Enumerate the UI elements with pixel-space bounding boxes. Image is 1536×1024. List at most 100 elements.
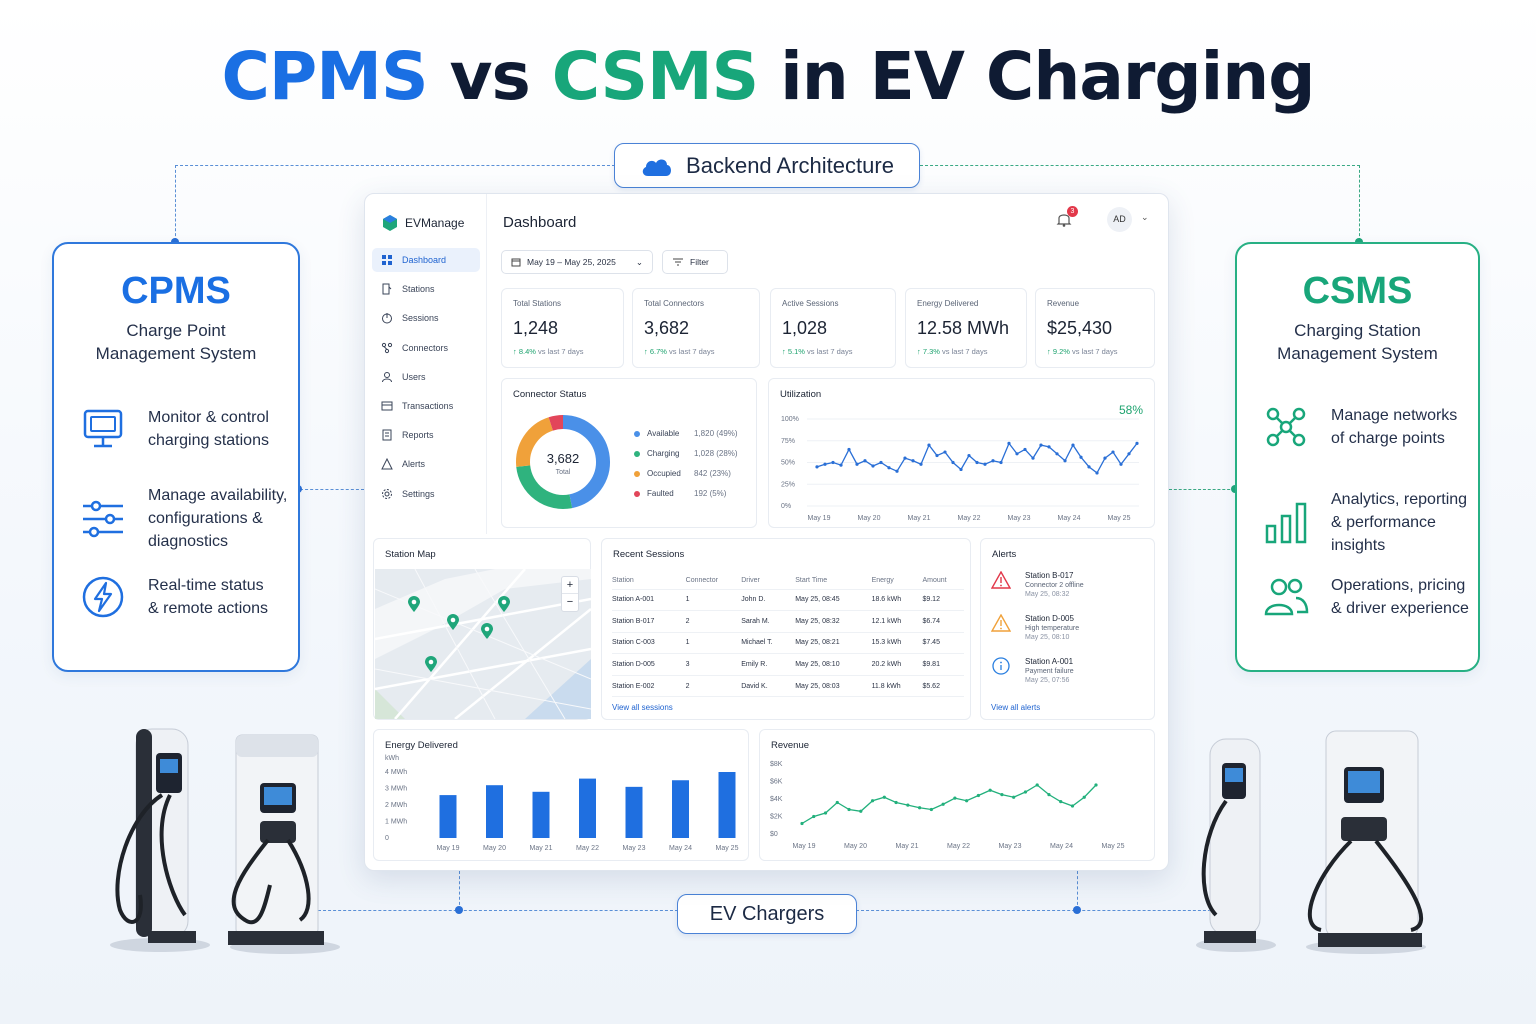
utilization-point [1095, 471, 1099, 475]
utilization-point [1039, 443, 1043, 447]
legend-dot [634, 430, 640, 437]
donut-total-label: Total [555, 469, 571, 476]
chevron-down-icon[interactable]: ⌄ [1141, 212, 1149, 222]
utilization-point [1135, 441, 1139, 445]
connector-line [300, 489, 364, 490]
utilization-point [1127, 452, 1131, 456]
x-tick-label: May 25 [716, 845, 739, 852]
x-tick-label: May 22 [947, 843, 970, 850]
legend-item: Occupied 842 (23%) [634, 469, 744, 478]
x-tick-label: May 22 [958, 515, 981, 522]
revenue-line-chart: $8K $6K $4K $2K $0 May 19 May 20 May 21 May 22 Ma… [770, 761, 1125, 850]
table-cell: May 25, 08:21 [795, 632, 872, 655]
sidebar-item-stations[interactable]: Stations [372, 277, 480, 301]
table-row[interactable]: Station D-005 3 Emily R. May 25, 08:10 20.2 … [612, 653, 964, 676]
evmanage-logo-icon [383, 215, 397, 231]
utilization-point [1031, 456, 1035, 460]
table-row[interactable]: Station A-001 1 John D. May 25, 08:45 18.6 k… [612, 589, 964, 612]
filter-button[interactable]: Filter [662, 250, 728, 274]
sidebar-item-transactions[interactable]: Transactions [372, 394, 480, 418]
x-tick-label: May 19 [793, 843, 816, 850]
donut-slice-charging [516, 465, 573, 509]
table-cell: 18.6 kWh [871, 589, 923, 612]
cpms-subtitle: Charge Point Management System [95, 321, 257, 363]
station-map[interactable] [375, 569, 591, 719]
donut-slice-available [562, 415, 610, 509]
table-cell: Station D-005 [612, 653, 686, 676]
y-tick-label: 75% [781, 438, 795, 445]
map-pin-icon[interactable] [408, 596, 420, 612]
cpms-feature-realtime: Real-time status & remote actions [80, 574, 268, 620]
map-pin-icon[interactable] [481, 623, 493, 639]
sidebar-item-sessions[interactable]: Sessions [372, 306, 480, 330]
table-cell: Station A-001 [612, 589, 686, 612]
revenue-point [1023, 790, 1028, 794]
energy-unit: kWh [385, 755, 399, 762]
y-tick-label: 0 [385, 835, 389, 842]
sidebar-item-connectors[interactable]: Connectors [372, 336, 480, 360]
sidebar-item-label: Alerts [402, 459, 426, 470]
y-tick-label: $2K [770, 814, 783, 821]
utilization-point [983, 462, 987, 466]
utilization-point [959, 467, 963, 472]
sidebar-item-settings[interactable]: Settings [372, 482, 480, 506]
kpi-delta: ↑ 6.7% vs last 7 days [644, 347, 748, 356]
avatar[interactable]: AD [1107, 207, 1132, 232]
table-cell: David K. [741, 675, 796, 698]
alert-item[interactable]: Station A-001 Payment failure May 25, 07:5… [991, 657, 1074, 684]
legend-label: Available [647, 429, 680, 438]
table-row[interactable]: Station B-017 2 Sarah M. May 25, 08:32 12.1 … [612, 610, 964, 633]
table-cell: $6.74 [922, 610, 964, 633]
utilization-point [847, 447, 851, 452]
sidebar-item-users[interactable]: Users [372, 365, 480, 389]
map-pin-icon[interactable] [447, 614, 459, 630]
y-tick-label: 50% [781, 460, 795, 467]
station-icon [382, 283, 392, 295]
sidebar-item-reports[interactable]: Reports [372, 423, 480, 447]
connector-line [856, 910, 1216, 911]
sidebar-item-dashboard[interactable]: Dashboard [372, 248, 480, 272]
table-cell: 1 [685, 632, 742, 655]
date-range-select[interactable]: May 19 – May 25, 2025 ⌄ [501, 250, 653, 274]
kpi-card: Total Stations 1,248 ↑ 8.4% vs last 7 days [501, 288, 624, 368]
utilization-point [1063, 459, 1067, 463]
info-icon [992, 657, 1010, 675]
brand[interactable]: EVManage [381, 214, 464, 232]
revenue-panel: Revenue $8K $6K $4K $2K $0 May 19 May 20 May 21… [759, 729, 1155, 861]
view-all-sessions-link[interactable]: View all sessions [612, 703, 673, 712]
zoom-out-button[interactable]: − [566, 596, 574, 608]
gear-icon [382, 488, 392, 499]
kpi-label: Total Connectors [644, 299, 705, 308]
sidebar-item-alerts[interactable]: Alerts [372, 452, 480, 476]
map-pin-icon[interactable] [498, 596, 510, 612]
table-header: Driver [741, 573, 796, 590]
table-row[interactable]: Station C-003 1 Michael T. May 25, 08:21 15.… [612, 632, 964, 655]
table-row[interactable]: Station E-002 2 David K. May 25, 08:03 11.8 … [612, 675, 964, 698]
table-cell: Station C-003 [612, 632, 686, 655]
alert-item[interactable]: Station B-017 Connector 2 offline May 25, … [991, 571, 1084, 598]
power-icon [382, 313, 392, 324]
bell-icon[interactable] [1055, 210, 1073, 228]
legend-value: 842 (23%) [694, 469, 731, 478]
map-pin-icon[interactable] [425, 656, 437, 672]
x-tick-label: May 24 [1050, 843, 1073, 850]
x-tick-label: May 20 [858, 515, 881, 522]
arrow-up-icon: ↑ [917, 347, 923, 356]
kpi-label: Energy Delivered [917, 299, 979, 308]
donut-total: 3,682 [546, 451, 580, 466]
connector-status-panel: Connector Status 3,682 Total Available 1,… [501, 378, 757, 528]
alert-item[interactable]: Station D-005 High temperature May 25, 08:… [991, 614, 1079, 641]
kpi-value: 12.58 MWh [917, 318, 1010, 338]
sidebar-item-label: Reports [402, 430, 434, 441]
utilization-point [967, 453, 971, 458]
zoom-in-button[interactable]: + [562, 577, 578, 594]
connector-line [1077, 871, 1078, 910]
donut-slice-occupied [516, 417, 554, 467]
alerts-panel: Alerts Station B-017 Connector 2 offline M… [980, 538, 1155, 720]
table-header: Amount [922, 573, 964, 590]
utilization-point [943, 450, 947, 454]
donut-slice-faulted [548, 415, 564, 431]
view-all-alerts-link[interactable]: View all alerts [991, 703, 1041, 712]
utilization-point [1007, 441, 1011, 445]
revenue-point [918, 806, 922, 810]
